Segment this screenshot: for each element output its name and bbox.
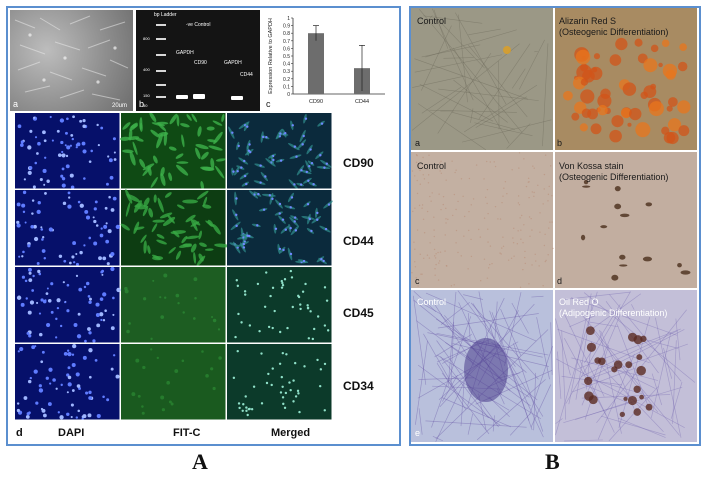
merged-image (227, 113, 332, 190)
gel-size-50: 50 (143, 103, 148, 108)
column-header-fitc: FIT-C (173, 427, 201, 439)
x-tick-label: CD44 (355, 99, 369, 105)
y-tick-label: 0.7 (283, 39, 290, 45)
gel-lane-cd90: CD90 (194, 60, 207, 66)
sublabel-b-b: b (557, 138, 563, 148)
row-marker-cd44: CD44 (343, 234, 374, 248)
panel-a: a 20um bp Ladder -ve Control GAPDH CD90 … (6, 6, 401, 446)
fitc-image (120, 189, 230, 266)
control-image-2 (411, 152, 554, 289)
gel-ladder-label: bp Ladder (154, 12, 177, 18)
culture-micrograph: a 20um (10, 10, 133, 111)
y-tick-label: 0.5 (283, 54, 290, 60)
y-tick-label: 1 (287, 16, 290, 22)
y-tick-label: 0.8 (283, 31, 290, 37)
sublabel-b-c: c (415, 276, 420, 286)
bar-chart-panel: 0 0.1 0.2 0.3 0.4 0.5 0.6 0.7 0.8 0.9 1 Expression … (263, 10, 397, 111)
figure-label-a: A (192, 449, 208, 474)
sublabel-c: c (266, 99, 271, 109)
y-tick-label: 0.1 (283, 84, 290, 90)
gel-lane-gapdh-2: GAPDH (224, 60, 242, 66)
fluorescence-grid (15, 111, 335, 423)
row-marker-cd45: CD45 (343, 306, 374, 320)
control-image-1 (411, 8, 553, 151)
row3-stain-sub: (Adipogenic Differentiation) (559, 308, 668, 318)
row2-control-label: Control (417, 161, 447, 171)
sublabel-a: a (13, 99, 19, 109)
dapi-image (15, 190, 121, 266)
fitc-image (119, 111, 226, 190)
fitc-image (121, 267, 226, 343)
row-marker-cd34: CD34 (343, 379, 374, 393)
bar-chart: 0 0.10.2 0.30.4 0.5 0.60.7 0.80.9 1 Expression … (268, 16, 385, 105)
y-axis-label: Expression Relative to GAPDH (268, 18, 274, 94)
stain-image-2 (555, 152, 697, 288)
fluorescence-images (15, 111, 333, 421)
gel-lane-cd44: CD44 (240, 72, 253, 78)
gel-lane-gapdh-1: GAPDH (176, 50, 194, 56)
row1-stain-sub: (Osteogenic Differentiation) (559, 27, 669, 37)
x-tick-label: CD90 (309, 99, 323, 105)
dapi-image (15, 113, 120, 190)
dapi-image (15, 266, 121, 343)
cell-texture (14, 15, 129, 101)
merged-image (227, 190, 333, 266)
y-tick-label: 0.9 (283, 24, 290, 30)
y-tick-label: 0.4 (283, 62, 290, 68)
gel-size-150: 150 (143, 93, 150, 98)
fitc-image (121, 344, 226, 420)
y-tick-label: 0.3 (283, 69, 290, 75)
control-image-3 (411, 290, 553, 442)
sublabel-b-d: d (557, 276, 563, 286)
sublabel-b-a: a (415, 138, 421, 148)
row3-control-label: Control (417, 297, 447, 307)
stain-image-1 (555, 8, 697, 150)
gel-image: bp Ladder -ve Control GAPDH CD90 GAPDH C… (136, 10, 260, 111)
row-marker-cd90: CD90 (343, 156, 374, 170)
scale-bar-label: 20um (111, 103, 127, 109)
y-tick-label: 0 (287, 92, 290, 98)
sublabel-b: b (139, 99, 145, 109)
dapi-image (15, 344, 120, 421)
stain-image-3 (555, 290, 697, 442)
bar-cd90 (308, 33, 324, 94)
sublabel-b-e: e (415, 428, 421, 438)
gel-size-800: 800 (143, 36, 150, 41)
differentiation-images (411, 8, 697, 442)
column-header-merged: Merged (271, 427, 311, 439)
row1-stain-title: Alizarin Red S (559, 16, 617, 26)
sublabel-d: d (16, 427, 23, 439)
gel-control-label: -ve Control (186, 22, 211, 28)
merged-image (227, 344, 332, 420)
row2-stain-title: Von Kossa stain (559, 161, 624, 171)
figure-label-b: B (545, 449, 560, 474)
row3-stain-title: Oil Red O (559, 297, 599, 307)
panel-b: Control Alizarin Red S (Osteogenic Diffe… (409, 6, 701, 446)
row1-control-label: Control (417, 16, 447, 26)
gel-size-400: 400 (143, 67, 150, 72)
gel-bands (156, 24, 243, 100)
y-tick-label: 0.6 (283, 46, 290, 52)
merged-image (227, 267, 332, 343)
row2-stain-sub: (Osteogenic Differentiation) (559, 172, 669, 182)
column-header-dapi: DAPI (58, 427, 85, 439)
y-tick-label: 0.2 (283, 77, 290, 83)
